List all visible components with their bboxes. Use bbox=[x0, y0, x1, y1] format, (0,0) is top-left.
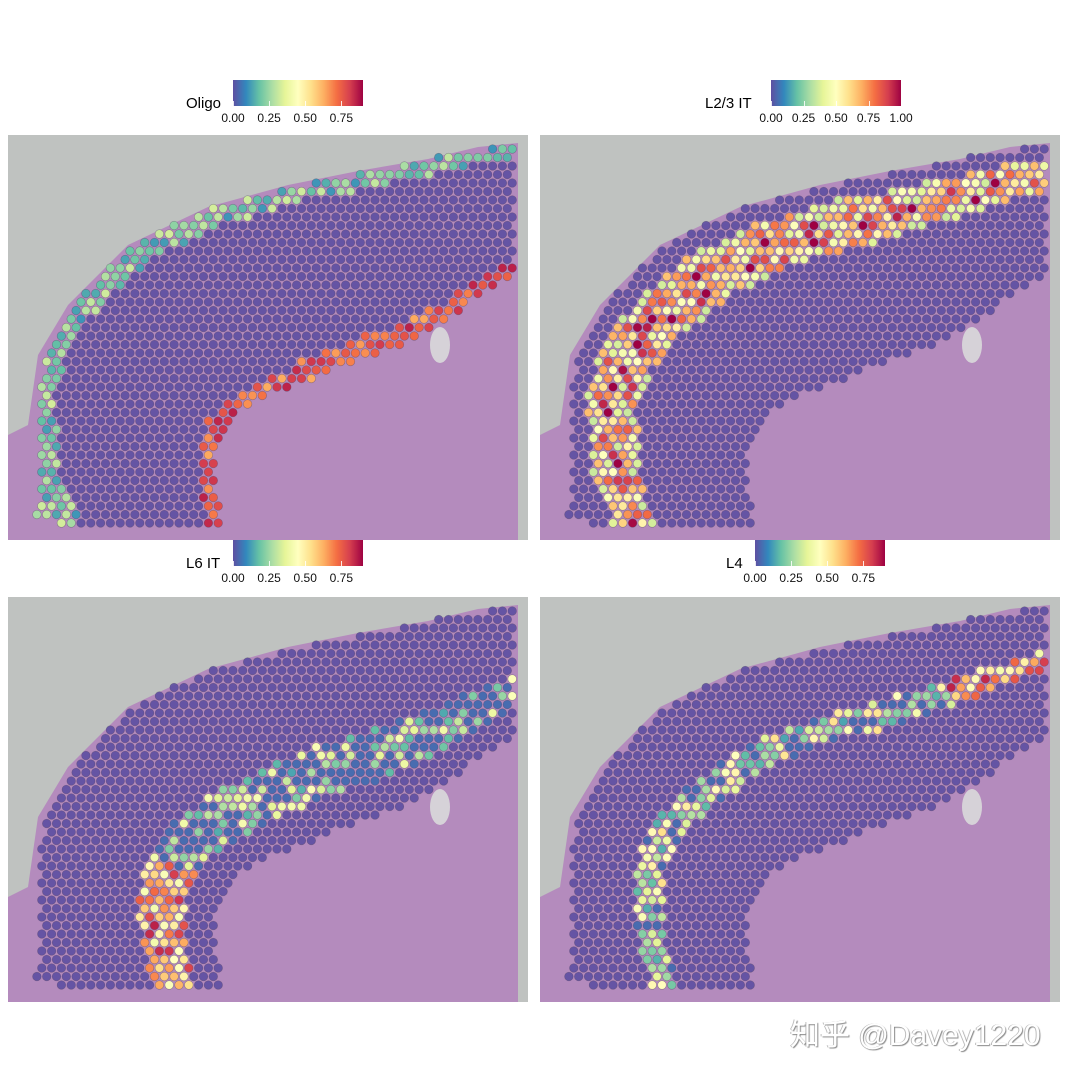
colorbar-tick-label: 0.50 bbox=[293, 111, 317, 125]
spatial-panel-l23it bbox=[540, 135, 1060, 540]
colorbar-tick-label: 0.00 bbox=[221, 111, 245, 125]
colorbar-tick-label: 0.50 bbox=[815, 571, 839, 585]
colorbar-tick bbox=[863, 561, 865, 566]
ventricle bbox=[430, 789, 450, 825]
spots bbox=[564, 606, 1049, 990]
spatial-plot bbox=[540, 597, 1060, 1002]
ventricle bbox=[962, 327, 982, 363]
spatial-plot bbox=[8, 597, 528, 1002]
spatial-panel-oligo bbox=[8, 135, 528, 540]
colorbar-tick bbox=[791, 561, 793, 566]
colorbar-tick-label: 0.75 bbox=[329, 111, 354, 125]
legend-title: L6 IT bbox=[186, 555, 221, 572]
colorbar-tick-label: 0.50 bbox=[293, 571, 317, 585]
colorbar-tick bbox=[233, 561, 234, 566]
colorbar-tick bbox=[341, 101, 343, 106]
colorbar-tick bbox=[305, 101, 307, 106]
legend-l6it: L6 IT 0.00 0.25 0.50 0.75 bbox=[180, 540, 380, 590]
colorbar-tick bbox=[836, 101, 837, 106]
colorbar-tick-label: 0.00 bbox=[743, 571, 767, 585]
spatial-plot bbox=[8, 135, 528, 540]
spatial-panel-l6it bbox=[8, 597, 528, 1002]
legend-title: L2/3 IT bbox=[705, 95, 752, 112]
spots bbox=[32, 144, 517, 528]
legend-oligo: Oligo 0.00 0.25 0.50 0.75 bbox=[180, 78, 380, 128]
colorbar-tick-label: 0.50 bbox=[824, 111, 848, 125]
ventricle bbox=[430, 327, 450, 363]
legend-title: L4 bbox=[726, 555, 743, 572]
colorbar bbox=[755, 540, 885, 566]
colorbar-tick bbox=[803, 101, 805, 106]
colorbar-tick bbox=[269, 561, 271, 566]
colorbar-tick-label: 0.75 bbox=[329, 571, 354, 585]
spatial-plot bbox=[540, 135, 1060, 540]
colorbar-tick-label: 0.25 bbox=[779, 571, 803, 585]
colorbar-tick-label: 0.75 bbox=[856, 111, 881, 125]
colorbar-tick bbox=[305, 561, 307, 566]
colorbar-tick bbox=[341, 561, 343, 566]
colorbar bbox=[771, 80, 902, 106]
spots bbox=[564, 144, 1049, 528]
legend-l4: L4 0.00 0.25 0.50 0.75 bbox=[710, 540, 910, 590]
colorbar-tick bbox=[771, 101, 772, 106]
colorbar-tick bbox=[755, 561, 756, 566]
colorbar bbox=[233, 80, 363, 106]
colorbar-tick-label: 0.25 bbox=[257, 571, 281, 585]
colorbar-tick-label: 0.25 bbox=[257, 111, 281, 125]
colorbar-tick bbox=[827, 561, 829, 566]
legend-title: Oligo bbox=[186, 95, 222, 112]
watermark: 知乎 @Davey1220 bbox=[790, 1019, 1041, 1052]
colorbar-tick bbox=[901, 101, 902, 106]
colorbar-tick-label: 0.00 bbox=[221, 571, 245, 585]
spots bbox=[32, 606, 517, 990]
colorbar-tick bbox=[233, 101, 234, 106]
colorbar-tick-label: 0.75 bbox=[851, 571, 876, 585]
colorbar-tick-label: 1.00 bbox=[889, 111, 913, 125]
legend-l23it: L2/3 IT 0.00 0.25 0.50 0.75 1.00 bbox=[705, 78, 935, 128]
colorbar-tick-label: 0.00 bbox=[759, 111, 783, 125]
colorbar-tick-label: 0.25 bbox=[791, 111, 816, 125]
colorbar-tick bbox=[269, 101, 271, 106]
ventricle bbox=[962, 789, 982, 825]
spatial-panel-l4 bbox=[540, 597, 1060, 1002]
colorbar bbox=[233, 540, 363, 566]
colorbar-tick bbox=[868, 101, 870, 106]
